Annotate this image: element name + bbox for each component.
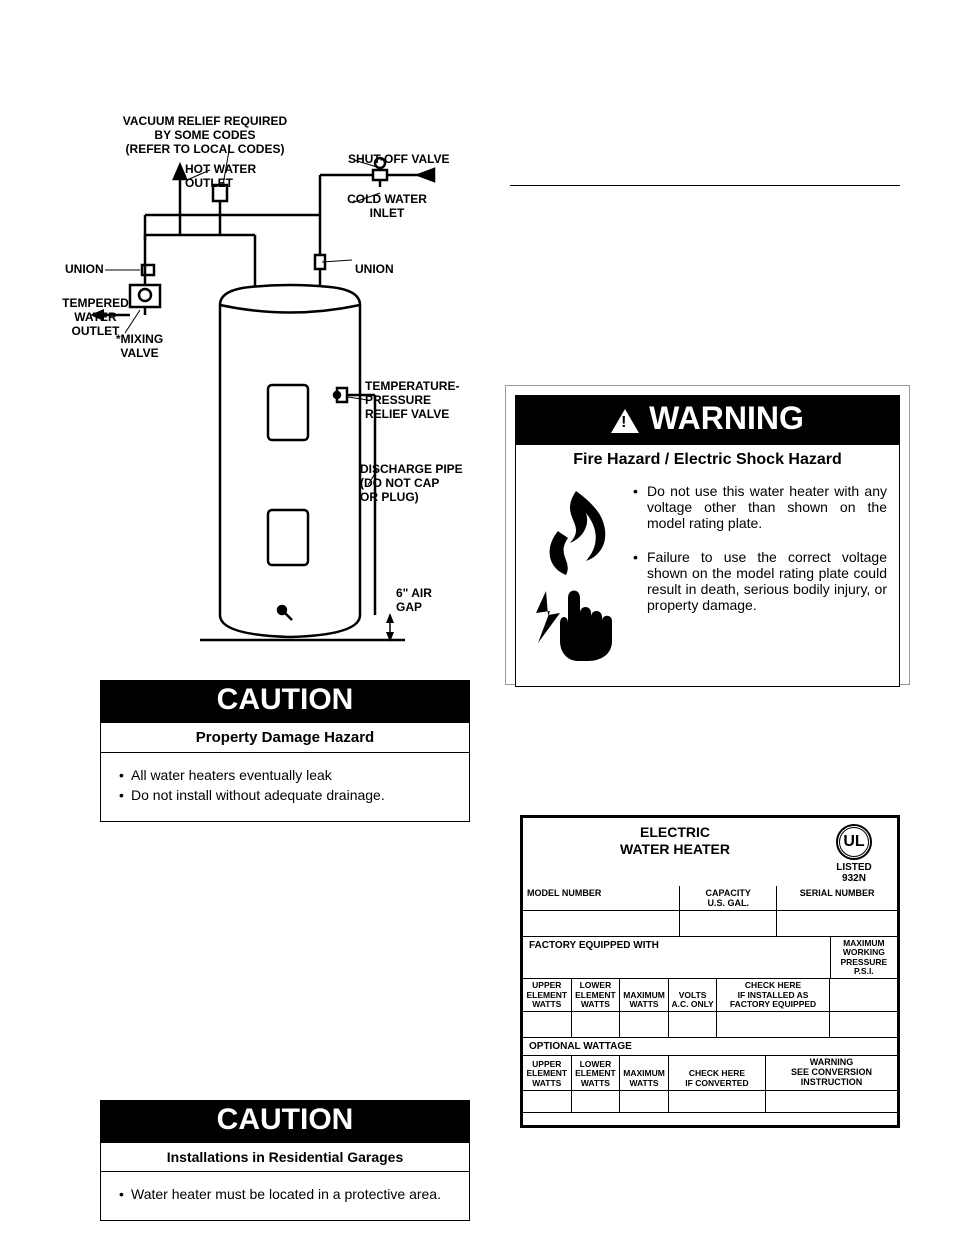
label-mixing-valve: *MIXINGVALVE [112,333,167,361]
factory-col-5-upper: MAXIMUMWORKINGPRESSUREP.S.I. [830,937,897,978]
factory-col: UPPERELEMENTWATTS [523,979,572,1011]
label-union-left: UNION [65,263,104,277]
factory-label: FACTORY EQUIPPED WITH [523,937,830,978]
caution2-bullet: Water heater must be located in a protec… [119,1186,451,1202]
factory-col: MAXIMUMWATTS [620,979,669,1011]
label-tp-relief: TEMPERATURE-PRESSURERELIEF VALVE [365,380,475,421]
caution-property-damage: CAUTION Property Damage Hazard All water… [100,680,470,822]
hdr-model: MODEL NUMBER [523,886,680,910]
rating-plate: ELECTRICWATER HEATER UL LISTED 932N MODE… [520,815,900,1128]
caution1-title: CAUTION [101,681,469,723]
caution2-subtitle: Installations in Residential Garages [101,1143,469,1172]
plate-foot [523,1113,897,1125]
caution1-bullet: Do not install without adequate drainage… [119,787,451,803]
warning-bullet: Failure to use the correct voltage shown… [633,549,887,613]
plate-blank-row-3 [523,1091,897,1113]
warning-title-text: WARNING [649,400,804,437]
warning-title: WARNING [516,396,899,445]
warning-subtitle: Fire Hazard / Electric Shock Hazard [516,445,899,475]
label-vacuum-relief: VACUUM RELIEF REQUIREDBY SOME CODES(REFE… [85,115,325,156]
label-discharge-pipe: DISCHARGE PIPE(DO NOT CAPOR PLUG) [360,463,475,504]
label-shut-off-valve: SHUT-OFF VALVE [348,153,450,167]
factory-col: LOWERELEMENTWATTS [572,979,621,1011]
caution2-body: Water heater must be located in a protec… [101,1172,469,1220]
caution1-subtitle: Property Damage Hazard [101,723,469,753]
factory-col: CHECK HEREIF INSTALLED ASFACTORY EQUIPPE… [717,979,829,1011]
optional-col: LOWERELEMENTWATTS [572,1056,621,1090]
warning-bullet: Do not use this water heater with any vo… [633,483,887,531]
factory-col: VOLTSA.C. ONLY [669,979,718,1011]
divider-line [510,185,900,186]
optional-col: CHECK HEREIF CONVERTED [669,1056,766,1090]
ul-listed: LISTED [819,862,889,873]
plate-factory-header: FACTORY EQUIPPED WITH MAXIMUMWORKINGPRES… [523,937,897,979]
optional-columns: UPPERELEMENTWATTS LOWERELEMENTWATTS MAXI… [523,1056,897,1091]
ul-mark-icon: UL [836,824,872,860]
plate-title: ELECTRICWATER HEATER [531,824,819,858]
alert-triangle-icon [611,409,639,433]
caution1-body: All water heaters eventually leak Do not… [101,753,469,821]
hdr-serial: SERIAL NUMBER [777,886,897,910]
warning-body: Do not use this water heater with any vo… [516,475,899,686]
plate-blank-row-1 [523,911,897,937]
caution2-title: CAUTION [101,1101,469,1143]
plate-blank-row-2 [523,1012,897,1038]
optional-col-warning: WARNINGSEE CONVERSIONINSTRUCTION [766,1056,897,1090]
factory-columns: UPPERELEMENTWATTS LOWERELEMENTWATTS MAXI… [523,979,897,1012]
warning-icons [528,483,623,668]
optional-col: UPPERELEMENTWATTS [523,1056,572,1090]
warning-fire-shock: WARNING Fire Hazard / Electric Shock Haz… [515,395,900,687]
caution1-bullet: All water heaters eventually leak [119,767,451,783]
label-hot-water-outlet: HOT WATEROUTLET [185,163,275,191]
label-air-gap: 6" AIRGAP [396,587,446,615]
warning-text: Do not use this water heater with any vo… [633,483,887,668]
label-cold-water-inlet: COLD WATERINLET [342,193,432,221]
caution-garage-install: CAUTION Installations in Residential Gar… [100,1100,470,1221]
ul-listing: UL LISTED 932N [819,824,889,884]
plate-header-row: MODEL NUMBER CAPACITYU.S. GAL. SERIAL NU… [523,886,897,911]
optional-label: OPTIONAL WATTAGE [523,1038,897,1056]
plate-top: ELECTRICWATER HEATER UL LISTED 932N [523,818,897,886]
page-root: VACUUM RELIEF REQUIREDBY SOME CODES(REFE… [0,0,954,1235]
ul-code: 932N [819,873,889,884]
water-heater-diagram: VACUUM RELIEF REQUIREDBY SOME CODES(REFE… [90,115,470,655]
optional-col: MAXIMUMWATTS [620,1056,669,1090]
label-union-right: UNION [355,263,394,277]
hdr-capacity: CAPACITYU.S. GAL. [680,886,777,910]
ul-mark-text: UL [843,833,864,851]
